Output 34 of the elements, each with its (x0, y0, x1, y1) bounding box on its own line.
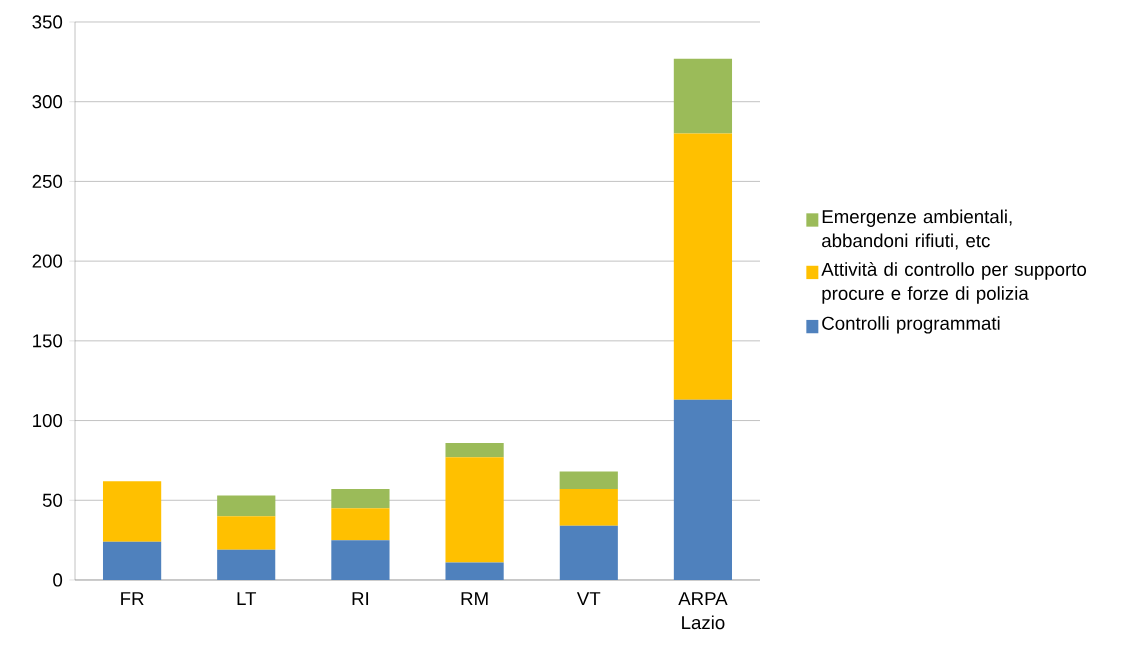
bar (217, 516, 276, 550)
x-tick-label: VT (576, 592, 601, 606)
x-tick-label: FR (121, 592, 144, 606)
bar (673, 133, 733, 400)
y-tick-label: 150 (33, 334, 63, 348)
bar (445, 562, 504, 580)
bar (445, 457, 504, 563)
y-tick-label: 350 (32, 15, 63, 29)
y-tick-label: 50 (42, 493, 63, 507)
y-tick-label: 200 (32, 254, 63, 268)
bar (559, 525, 618, 580)
bar (217, 549, 276, 580)
bar (331, 540, 390, 580)
bar (673, 399, 733, 580)
legend-label: Attività di controllo per supporto procure e forze di polizia (821, 262, 1087, 304)
x-tick-label: RI (352, 592, 369, 606)
bar (217, 495, 276, 517)
x-tick-label: ARPA Lazio (678, 592, 728, 630)
bar (331, 489, 390, 509)
x-tick-label: LT (237, 592, 257, 606)
bar (559, 471, 618, 490)
legend-label: Controlli programmati (822, 316, 1000, 334)
y-tick-label: 300 (32, 95, 63, 109)
y-tick-label: 100 (33, 413, 63, 428)
y-tick-label: 250 (32, 174, 63, 189)
bar (673, 58, 733, 134)
legend-label: Emergenze ambientali, abbandoni rifiuti, etc (822, 209, 1012, 250)
bar (445, 442, 504, 458)
bar (559, 489, 618, 526)
x-tick-label: RM (461, 592, 488, 606)
bar (102, 541, 162, 580)
y-tick-label: 0 (53, 573, 63, 587)
bar (331, 508, 390, 541)
bar (102, 481, 162, 542)
